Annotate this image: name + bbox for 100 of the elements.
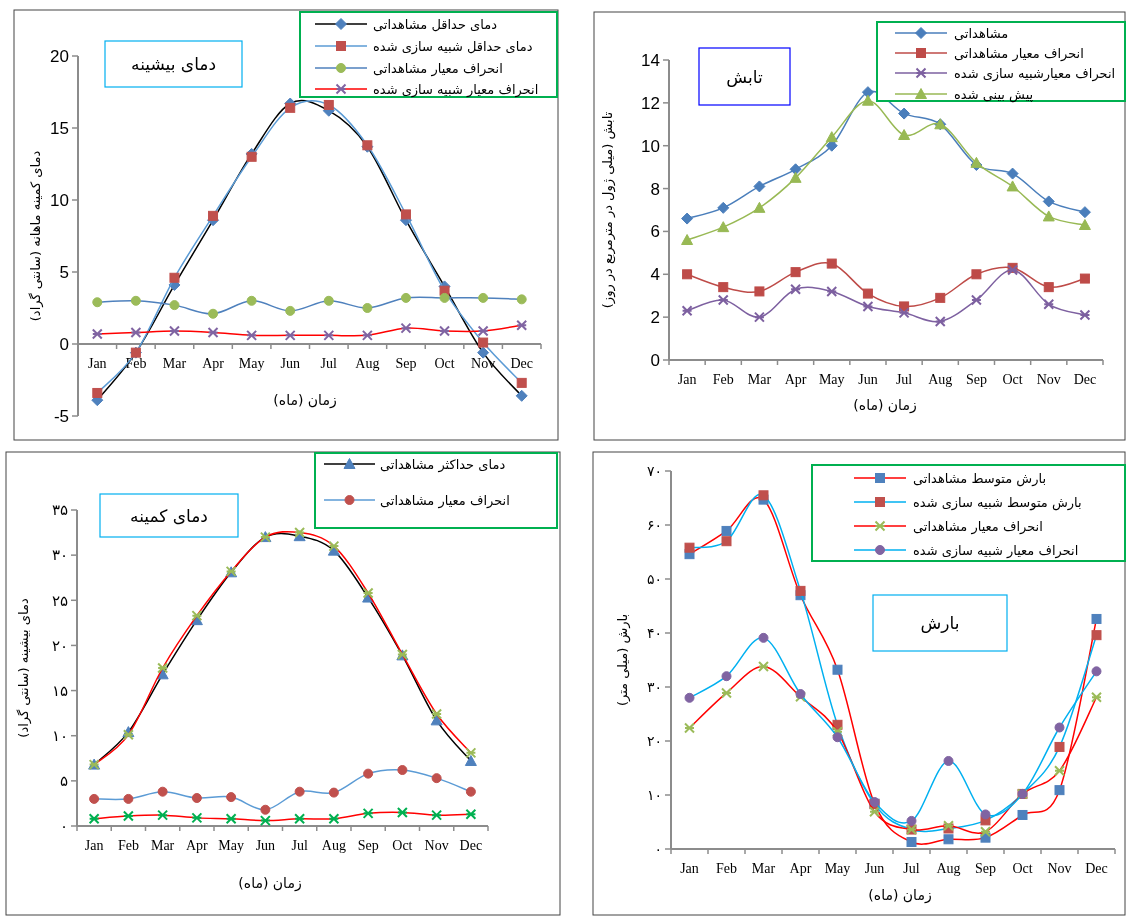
y-tick-label: ۱۰: [646, 786, 662, 803]
x-tick-label: Jan: [677, 372, 697, 387]
x-tick-label: Dec: [459, 838, 483, 853]
y-tick-label: 4: [650, 265, 660, 285]
chart-title: تابش: [726, 66, 763, 87]
x-tick-label: Sep: [965, 372, 987, 387]
x-tick-label: Nov: [1047, 861, 1072, 876]
y-axis-title: بارش (میلی متر): [615, 613, 631, 707]
y-tick-label: 15: [50, 118, 69, 138]
x-tick-label: Oct: [392, 838, 413, 853]
x-tick-label: Oct: [434, 356, 455, 371]
x-tick-label: Jul: [903, 861, 920, 876]
x-tick-label: Apr: [789, 861, 812, 876]
legend-label: انحراف معیارشبیه سازی شده: [954, 66, 1116, 82]
y-tick-label: 12: [641, 93, 660, 113]
legend-label: انحراف معیار شبیه سازی شده: [373, 82, 539, 98]
legend-label: بارش متوسط مشاهداتی: [913, 471, 1047, 487]
x-tick-label: Feb: [712, 372, 734, 387]
x-tick-label: Dec: [1085, 861, 1108, 876]
x-axis-title: زمان (ماه): [868, 887, 932, 904]
x-tick-label: Nov: [1036, 372, 1061, 387]
x-tick-label: Jun: [280, 356, 300, 371]
x-tick-label: Mar: [150, 838, 175, 853]
x-tick-label: Mar: [751, 861, 776, 876]
x-tick-label: Jul: [320, 356, 338, 371]
x-tick-label: Aug: [355, 356, 380, 371]
text: بارش: [920, 613, 960, 633]
legend-label: دمای حداکثر مشاهداتی: [380, 457, 506, 473]
x-tick-label: Feb: [117, 838, 139, 853]
y-tick-label: 20: [50, 46, 69, 66]
x-tick-label: Apr: [185, 838, 209, 853]
y-tick-label: ۳۰: [646, 678, 662, 695]
y-tick-label: 0: [59, 334, 69, 354]
y-tick-label: ۷۰: [646, 462, 662, 479]
y-axis-title: دمای کمینه ماهانه (سانتی گراد): [28, 150, 44, 322]
chart-title: دمای کمینه: [130, 505, 208, 526]
legend-label: دمای حداقل مشاهداتی: [373, 17, 498, 32]
x-tick-label: May: [238, 356, 265, 371]
y-tick-label: ۰: [654, 840, 662, 857]
y-tick-label: ۴۰: [646, 624, 662, 641]
y-tick-label: ۱۵: [51, 681, 68, 700]
x-axis-title: زمان (ماه): [273, 392, 337, 409]
y-tick-label: ۵: [59, 772, 68, 791]
x-tick-label: Oct: [1012, 861, 1033, 876]
y-tick-label: 6: [650, 222, 660, 242]
x-tick-label: May: [818, 372, 845, 387]
x-tick-label: Feb: [716, 861, 737, 876]
x-axis-title: زمان (ماه): [238, 875, 302, 892]
legend-label: دمای حداقل شبیه سازی شده: [373, 39, 533, 55]
x-tick-label: Jun: [255, 838, 276, 853]
x-tick-label: Sep: [975, 861, 996, 876]
y-tick-label: 2: [650, 308, 660, 328]
x-tick-label: Jan: [680, 861, 699, 876]
legend-label: مشاهداتی: [954, 26, 1009, 41]
x-tick-label: Jan: [84, 838, 104, 853]
x-tick-label: Apr: [202, 356, 225, 371]
x-tick-label: Aug: [928, 372, 953, 387]
chart-title: دمای بیشینه: [131, 54, 216, 74]
x-tick-label: Nov: [424, 838, 449, 853]
legend-label: انحراف معیار مشاهداتی: [380, 493, 510, 509]
y-tick-label: ۲۰: [646, 732, 662, 749]
x-tick-label: Dec: [1073, 372, 1097, 387]
y-tick-label: ۲۵: [51, 591, 68, 610]
x-tick-label: Sep: [357, 838, 379, 853]
x-tick-label: Mar: [162, 356, 187, 371]
x-axis-title: زمان (ماه): [853, 397, 917, 414]
y-tick-label: 10: [641, 136, 660, 156]
y-tick-label: ۳۵: [51, 501, 68, 520]
x-tick-label: Jul: [895, 372, 913, 387]
x-tick-label: Jun: [864, 861, 885, 876]
legend-label: انحراف معیار مشاهداتی: [373, 61, 503, 77]
x-tick-label: Mar: [747, 372, 772, 387]
x-tick-label: Jul: [291, 838, 308, 853]
x-tick-label: Apr: [784, 372, 807, 387]
x-tick-label: Jan: [87, 356, 107, 371]
y-tick-label: 14: [641, 50, 660, 70]
y-tick-label: -5: [53, 406, 69, 426]
y-axis-title: تابش (میلی ژول در مترمربع در روز): [600, 111, 616, 309]
y-tick-label: ۵۰: [646, 570, 662, 587]
y-tick-label: ۱۰: [51, 726, 68, 745]
x-tick-label: Feb: [125, 356, 147, 371]
legend-label: انحراف معیار مشاهداتی: [954, 46, 1084, 62]
y-tick-label: ۳۰: [51, 546, 68, 565]
y-tick-label: ۰: [59, 817, 68, 836]
y-tick-label: 5: [59, 262, 69, 282]
y-axis-title: دمای بیشینه (سانتی گراد): [16, 598, 32, 738]
x-tick-label: Dec: [510, 356, 533, 371]
x-tick-label: Aug: [936, 861, 961, 876]
x-tick-label: Aug: [321, 838, 346, 853]
x-tick-label: Oct: [1002, 372, 1023, 387]
y-tick-label: ۲۰: [51, 636, 68, 655]
y-tick-label: 0: [650, 350, 660, 370]
x-tick-label: Sep: [395, 356, 417, 371]
legend-label: انحراف معیار مشاهداتی: [913, 519, 1043, 535]
legend-label: انحراف معیار شبیه سازی شده: [913, 543, 1079, 559]
x-tick-label: Jun: [858, 372, 878, 387]
y-tick-label: ۶۰: [646, 516, 662, 533]
legend-label: بارش متوسط شبیه سازی شده: [913, 495, 1082, 511]
x-tick-label: May: [824, 861, 851, 876]
x-tick-label: May: [218, 838, 244, 853]
